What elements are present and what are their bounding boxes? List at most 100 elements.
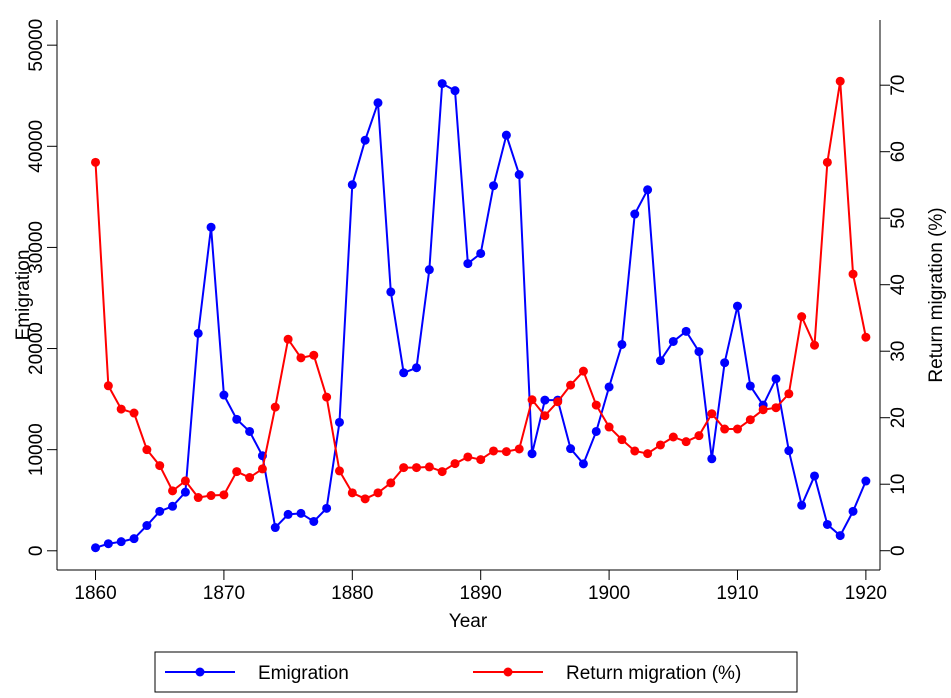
data-point xyxy=(822,519,832,529)
data-point xyxy=(732,301,742,311)
data-point xyxy=(437,79,447,89)
data-point xyxy=(245,426,255,436)
data-point xyxy=(707,409,717,419)
data-point xyxy=(116,537,126,547)
y-tick-label: 10000 xyxy=(26,423,47,476)
y2-tick-label: 50 xyxy=(888,208,909,229)
y-axis-title: Emigration xyxy=(13,250,34,341)
data-point xyxy=(848,506,858,516)
data-point xyxy=(309,516,319,526)
data-point xyxy=(771,374,781,384)
data-point xyxy=(180,487,190,497)
data-point xyxy=(450,459,460,469)
x-tick-label: 1920 xyxy=(845,583,887,604)
data-point xyxy=(655,356,665,366)
data-point xyxy=(745,381,755,391)
x-axis-title: Year xyxy=(449,611,488,632)
data-point xyxy=(835,531,845,541)
data-point xyxy=(103,539,113,549)
data-point xyxy=(476,455,486,465)
y2-tick-label: 30 xyxy=(888,341,909,362)
x-tick-label: 1860 xyxy=(74,583,116,604)
data-point xyxy=(129,534,139,544)
data-point xyxy=(232,414,242,424)
y-tick-label: 50000 xyxy=(26,19,47,72)
legend-marker xyxy=(503,667,513,677)
data-point xyxy=(155,506,165,516)
data-point xyxy=(655,440,665,450)
data-point xyxy=(566,444,576,454)
data-point xyxy=(412,363,422,373)
data-point xyxy=(617,435,627,445)
data-point xyxy=(270,402,280,412)
data-point xyxy=(797,500,807,510)
data-point xyxy=(334,466,344,476)
data-point xyxy=(861,476,871,486)
data-point xyxy=(463,452,473,462)
y2-tick-label: 40 xyxy=(888,274,909,295)
data-point xyxy=(578,459,588,469)
data-point xyxy=(476,248,486,258)
data-point xyxy=(527,395,537,405)
data-point xyxy=(540,395,550,405)
data-point xyxy=(322,503,332,513)
data-point xyxy=(810,471,820,481)
data-point xyxy=(283,334,293,344)
data-point xyxy=(694,347,704,357)
data-point xyxy=(732,424,742,434)
data-point xyxy=(617,339,627,349)
data-point xyxy=(591,426,601,436)
legend xyxy=(154,651,798,693)
data-point xyxy=(257,464,267,474)
data-point xyxy=(334,417,344,427)
data-point xyxy=(707,454,717,464)
data-point xyxy=(489,181,499,191)
data-point xyxy=(103,381,113,391)
y-tick-label: 0 xyxy=(26,545,47,556)
data-point xyxy=(630,209,640,219)
x-tick-label: 1900 xyxy=(588,583,630,604)
data-point xyxy=(578,366,588,376)
legend-marker xyxy=(195,667,205,677)
data-point xyxy=(360,135,370,145)
data-point xyxy=(604,422,614,432)
data-point xyxy=(116,404,126,414)
data-point xyxy=(604,382,614,392)
data-point xyxy=(668,336,678,346)
data-point xyxy=(373,488,383,498)
data-point xyxy=(296,508,306,518)
data-point xyxy=(797,312,807,322)
data-point xyxy=(784,389,794,399)
y-tick-label: 30000 xyxy=(26,221,47,274)
data-point xyxy=(180,476,190,486)
data-point xyxy=(566,380,576,390)
data-point xyxy=(591,400,601,410)
data-point xyxy=(168,501,178,511)
data-point xyxy=(720,358,730,368)
data-point xyxy=(219,390,229,400)
y2-tick-label: 20 xyxy=(888,407,909,428)
data-point xyxy=(784,446,794,456)
x-tick-label: 1890 xyxy=(460,583,502,604)
data-point xyxy=(758,405,768,415)
data-point xyxy=(424,265,434,275)
data-point xyxy=(399,463,409,473)
data-point xyxy=(232,467,242,477)
data-point xyxy=(630,446,640,456)
data-point xyxy=(514,444,524,454)
y2-tick-label: 0 xyxy=(888,545,909,556)
y2-axis-title: Return migration (%) xyxy=(926,207,947,382)
y2-tick-label: 10 xyxy=(888,474,909,495)
data-point xyxy=(745,415,755,425)
data-point xyxy=(386,478,396,488)
data-point xyxy=(694,431,704,441)
data-point xyxy=(219,490,229,500)
data-point xyxy=(553,397,563,407)
y2-tick-label: 60 xyxy=(888,141,909,162)
data-point xyxy=(822,157,832,167)
data-point xyxy=(412,463,422,473)
data-point xyxy=(835,76,845,86)
data-point xyxy=(193,493,203,503)
data-point xyxy=(643,185,653,195)
